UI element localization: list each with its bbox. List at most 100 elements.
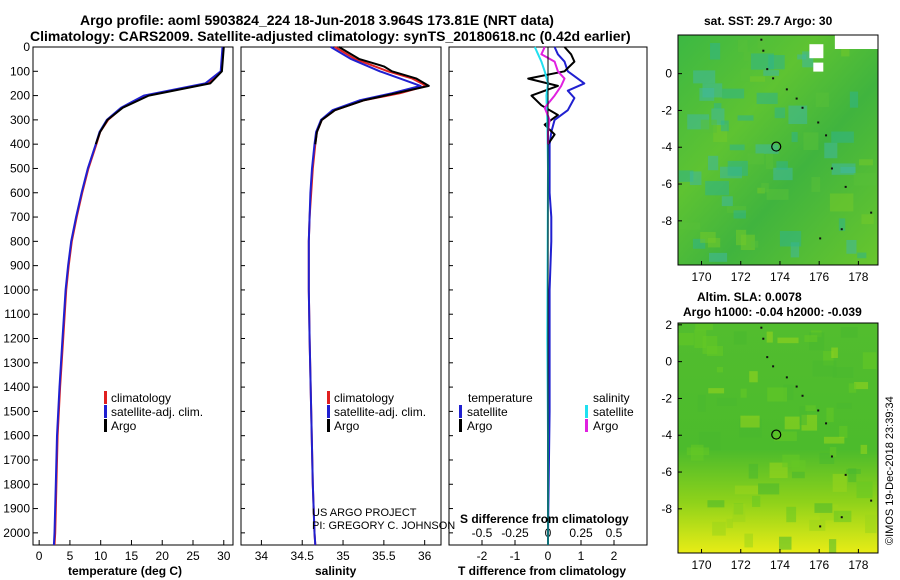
map-cell (829, 193, 854, 212)
legend-title-temperature: temperature (468, 391, 533, 405)
legend-label-t-satellite: satellite (467, 405, 508, 419)
difference-panel: -2 -1 0 1 2 -0.5 -0.25 0 0.25 0.5 S difference f… (448, 46, 648, 578)
difference-lines (527, 46, 586, 545)
map-cell (734, 485, 759, 495)
missing-data-cell (809, 44, 824, 59)
depth-tick-label: 500 (10, 161, 30, 175)
x-tick-label: 25 (186, 549, 200, 563)
map-cell (861, 214, 874, 225)
map-cell (757, 36, 766, 49)
sst-frame (677, 34, 879, 266)
sst-profile-marker (771, 141, 782, 152)
map-cell (698, 431, 721, 451)
sla-patches (678, 323, 877, 553)
map-cell (824, 142, 838, 159)
island-dot (844, 185, 847, 188)
credit-pi: PI: GREGORY C. JOHNSON (312, 520, 455, 532)
map-cell (740, 68, 751, 82)
map-cell (689, 171, 702, 186)
map-y-tick-label: -8 (661, 502, 672, 516)
map-cell (791, 132, 798, 143)
series-line-s-satellite (533, 46, 549, 545)
depth-tick-label: 700 (10, 210, 30, 224)
sla-profile-marker (771, 429, 782, 440)
depth-tick-label: 600 (10, 186, 30, 200)
map-cell (707, 237, 721, 248)
series-line-t-argo (527, 46, 576, 145)
map-cell (860, 444, 868, 454)
legend-label-satellite: satellite-adj. clim. (334, 405, 426, 419)
map-y-tick-label: 0 (665, 355, 672, 369)
map-cell (853, 173, 877, 186)
map-y-tick-label: -4 (661, 140, 672, 154)
series-line-argo (94, 46, 225, 145)
x-tick-label: 36 (418, 549, 432, 563)
island-dot (785, 376, 788, 379)
series-line-t-satellite (547, 46, 586, 545)
header-line1: Argo profile: aoml 5903824_224 18-Jun-20… (80, 12, 554, 28)
map-cell (700, 231, 716, 243)
difference-legend: temperature satellite Argo salinity sate… (459, 391, 634, 433)
map-cell (862, 352, 877, 370)
island-dot (785, 88, 788, 91)
map-y-tick-label: 0 (665, 67, 672, 81)
map-cell (846, 239, 857, 254)
sst-x-axis: 170 172 174 176 178 (692, 261, 869, 284)
sst-map-panel: sat. SST: 29.7 Argo: 30 170 172 174 176 178 … (661, 14, 881, 284)
map-cell (784, 416, 800, 430)
x2-tick-label: 0.5 (606, 526, 623, 540)
map-cell (782, 454, 800, 468)
island-dot (760, 326, 763, 329)
legend-label-argo: Argo (334, 419, 360, 433)
map-cell (766, 331, 773, 343)
depth-tick-label: 1900 (3, 502, 30, 516)
salinity-lines (307, 46, 430, 546)
map-cell (848, 468, 857, 483)
sst-map-title: sat. SST: 29.7 Argo: 30 (704, 14, 833, 28)
map-cell (748, 463, 759, 479)
map-cell (776, 161, 788, 170)
map-cell (721, 196, 733, 207)
island-dot (817, 121, 820, 124)
map-cell (848, 383, 857, 393)
map-cell (726, 518, 733, 529)
depth-tick-label: 0 (23, 40, 30, 54)
map-cell (857, 252, 867, 259)
map-y-tick-label: 2 (665, 318, 672, 332)
legend-swatch-argo (327, 419, 330, 432)
difference-xlabel: T difference from climatology (458, 564, 626, 578)
island-dot (795, 97, 798, 100)
map-cell (755, 144, 779, 154)
sla-map-panel: Altim. SLA: 0.0078 Argo h1000: -0.04 h20… (661, 290, 879, 572)
map-cell (812, 360, 837, 377)
map-cell (849, 91, 859, 108)
map-cell (700, 119, 717, 133)
map-cell (828, 539, 837, 553)
temperature-lines (52, 46, 225, 546)
salinity-frame (240, 46, 442, 546)
difference-xlabel2: S difference from climatology (460, 512, 629, 526)
map-cell (707, 155, 719, 171)
legend-title-salinity: salinity (593, 391, 630, 405)
temperature-x-axis: 0 5 10 15 20 25 30 (36, 540, 231, 563)
x2-tick-label: -0.5 (472, 526, 493, 540)
map-cell (826, 407, 834, 423)
series-line-climatology (307, 46, 428, 546)
legend-label-s-argo: Argo (593, 419, 619, 433)
x-tick-label: 10 (94, 549, 108, 563)
depth-axis: 0 100 200 300 400 500 600 700 800 900 1000 1100 1200… (3, 40, 38, 540)
series-line-climatology (53, 46, 225, 546)
depth-tick-label: 1800 (3, 477, 30, 491)
map-cell (831, 347, 838, 359)
map-cell (761, 183, 769, 193)
x-tick-label: 34 (255, 549, 269, 563)
map-cell (732, 503, 746, 522)
map-cell (778, 536, 792, 550)
island-dot (766, 356, 769, 359)
map-x-tick-label: 170 (692, 270, 712, 284)
island-dot (772, 365, 775, 368)
missing-data-cell (834, 35, 881, 49)
map-cell (768, 55, 785, 70)
map-cell (766, 189, 789, 200)
series-line-argo (314, 46, 430, 145)
